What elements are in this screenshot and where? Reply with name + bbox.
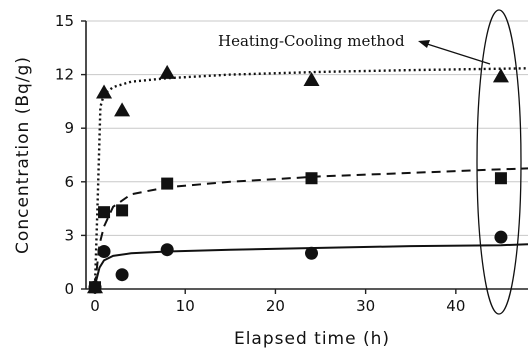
x-tick-label: 0 xyxy=(90,297,100,315)
annotation-label: Heating-Cooling method xyxy=(218,32,405,50)
x-axis-title: Elapsed time (h) xyxy=(234,329,390,349)
y-tick-label: 3 xyxy=(64,226,74,244)
arrowhead-icon xyxy=(418,40,430,48)
square-marker xyxy=(98,206,111,219)
square-marker xyxy=(305,172,318,185)
y-tick-label: 9 xyxy=(64,119,74,137)
fit-curve-dashed xyxy=(94,167,528,286)
axes-layer xyxy=(85,21,528,290)
square-marker xyxy=(161,177,174,190)
x-tick-label: 30 xyxy=(356,297,375,315)
annotation-layer: Heating-Cooling method xyxy=(218,9,522,315)
circle-marker xyxy=(305,246,319,260)
circle-marker xyxy=(160,243,174,257)
triangle-marker xyxy=(114,102,131,117)
x-tick-label: 10 xyxy=(176,297,195,315)
square-marker xyxy=(116,204,129,217)
square-marker xyxy=(494,172,507,185)
triangle-marker xyxy=(96,84,113,99)
annotation-arrow xyxy=(423,42,491,65)
circle-marker xyxy=(97,244,111,258)
circle-marker xyxy=(115,268,129,282)
data-points xyxy=(87,64,509,294)
triangle-marker xyxy=(303,71,320,86)
circle-marker xyxy=(88,280,102,294)
triangle-marker xyxy=(492,68,509,83)
triangle-marker xyxy=(159,64,176,79)
y-tick-label: 15 xyxy=(55,12,74,30)
circle-marker xyxy=(494,230,508,244)
y-tick-label: 0 xyxy=(64,280,74,298)
y-tick-label: 6 xyxy=(64,173,74,191)
highlight-ellipse xyxy=(476,9,522,315)
grid-layer xyxy=(86,20,528,236)
x-tick-label: 20 xyxy=(266,297,285,315)
fit-curve-dotted xyxy=(93,67,528,286)
x-tick-label: 40 xyxy=(446,297,465,315)
ticks-layer: 0 3 6 9 12 15 0 10 20 30 40 xyxy=(55,12,465,315)
y-tick-label: 12 xyxy=(55,66,74,84)
y-axis-title: Concentration (Bq/g) xyxy=(13,56,33,254)
